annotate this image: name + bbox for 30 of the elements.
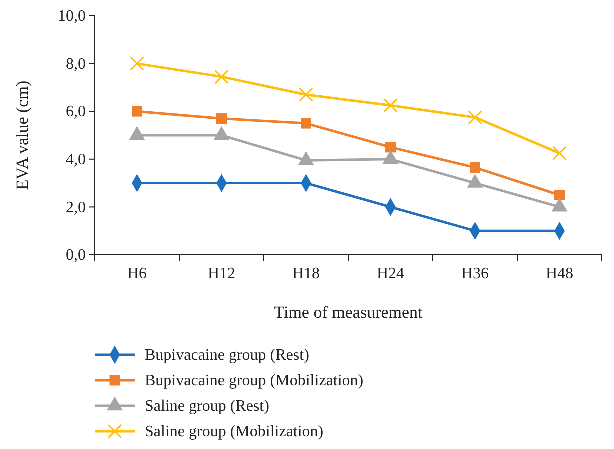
point	[130, 56, 144, 72]
legend-label: Bupivacaine group (Rest)	[145, 347, 310, 364]
x-tick-label: H12	[208, 265, 236, 282]
point	[301, 118, 312, 129]
x-tick-label: H6	[127, 265, 148, 282]
legend-label: Saline group (Mobilization)	[145, 424, 324, 440]
x-axis-title: Time of measurement	[274, 303, 424, 322]
x-tick-label: H18	[292, 265, 320, 282]
y-tick-label: 0,0	[66, 247, 86, 264]
point	[132, 106, 142, 117]
legend-label: Saline group (Rest)	[145, 398, 270, 415]
y-tick-label: 10,0	[58, 8, 86, 26]
legend-label: Bupivacaine group (Mobilization)	[145, 372, 364, 390]
x-tick-label: H48	[546, 265, 574, 282]
point	[384, 98, 398, 113]
x-tick-label: H24	[376, 265, 405, 282]
point	[554, 190, 565, 200]
point	[552, 146, 567, 161]
point	[470, 162, 480, 174]
y-axis-title: EVA value (cm)	[13, 80, 32, 190]
point	[386, 142, 396, 153]
y-tick-label: 4,0	[66, 152, 86, 169]
y-tick-label: 8,0	[66, 56, 86, 73]
point	[214, 70, 229, 84]
point	[468, 110, 482, 125]
point	[216, 114, 227, 124]
y-tick-label: 6,0	[66, 104, 86, 121]
point	[299, 88, 314, 102]
x-tick-label: H36	[461, 265, 490, 282]
y-tick-label: 2,0	[66, 199, 86, 216]
